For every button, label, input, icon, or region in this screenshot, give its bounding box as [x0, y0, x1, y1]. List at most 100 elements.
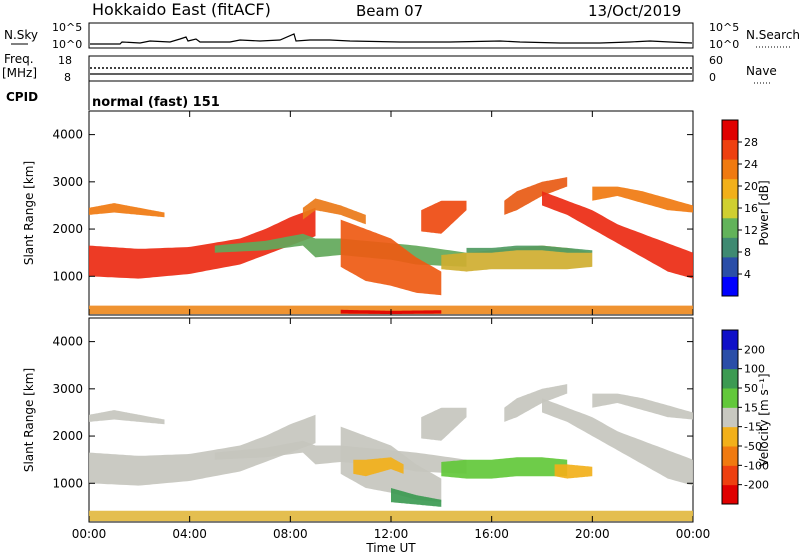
freq-strip: Freq. [MHz] 18 8 60 0 Nave	[2, 52, 777, 84]
echo-band	[466, 245, 593, 253]
x-tick-label: 20:00	[575, 527, 610, 541]
nsearch-label: N.Search	[746, 28, 800, 42]
colorbar-swatch	[722, 368, 738, 389]
colorbar-tick-label: -100	[744, 459, 769, 472]
colorbar-swatch	[722, 349, 738, 370]
freq-tick-high: 18	[58, 54, 72, 67]
y-tick-label: 2000	[52, 222, 83, 236]
power-colorbar: 28 24 20 16 12 8 4	[721, 119, 758, 297]
power-heatmap	[89, 177, 693, 315]
echo-band	[89, 207, 316, 279]
velocity-ylabel: Slant Range [km]	[22, 368, 36, 472]
colorbar-tick-label: 16	[744, 202, 758, 215]
nave-label: Nave	[746, 64, 777, 78]
colorbar-swatch	[722, 178, 738, 199]
echo-band	[89, 203, 165, 218]
power-ylabel: Slant Range [km]	[22, 161, 36, 265]
colorbar-tick-label: 8	[744, 246, 751, 259]
colorbar-swatch	[722, 330, 738, 350]
colorbar-swatch	[722, 217, 738, 238]
x-tick-label: 00:00	[72, 527, 107, 541]
nsky-label: N.Sky	[4, 28, 38, 42]
cpid-value: normal (fast) 151	[92, 95, 220, 110]
y-tick-label: 4000	[52, 335, 83, 349]
velocity-colorbar: 200 100 50 15 -15 -50 -100 -200	[721, 329, 769, 505]
colorbar-swatch	[722, 120, 738, 141]
velocity-colorbar-label: Velocity [m s⁻¹]	[757, 373, 771, 466]
colorbar-swatch	[722, 465, 738, 486]
echo-band	[89, 510, 693, 522]
cpid-label: CPID	[6, 90, 38, 104]
echo-band	[592, 186, 693, 213]
colorbar-tick-label: 12	[744, 224, 758, 237]
x-tick-label: 16:00	[474, 527, 509, 541]
colorbar-swatch	[722, 237, 738, 258]
nsearch-tick-high: 10^5	[709, 21, 739, 34]
nave-tick-high: 60	[709, 54, 723, 67]
colorbar-swatch	[722, 276, 738, 297]
y-tick-label: 1000	[52, 476, 83, 490]
colorbar-tick-label: 15	[744, 401, 758, 414]
x-tick-label: 12:00	[374, 527, 409, 541]
nsky-strip: N.Sky 10^5 10^0 10^5 10^0 N.Search	[4, 21, 800, 51]
echo-band	[421, 407, 467, 441]
y-tick-label: 3000	[52, 175, 83, 189]
colorbar-frame	[721, 329, 739, 505]
colorbar-swatch	[722, 159, 738, 180]
echo-band	[542, 191, 693, 279]
freq-unit: [MHz]	[2, 66, 37, 80]
freq-tick-low: 8	[64, 71, 71, 84]
colorbar-tick-label: 20	[744, 180, 758, 193]
axes: 4000 3000 2000 1000 4000 3000 2000 1000 00:00 04:…	[52, 111, 710, 541]
echo-band	[592, 393, 693, 420]
nsky-tick-low: 10^0	[52, 38, 82, 51]
colorbar-tick-label: 50	[744, 382, 758, 395]
x-tick-label: 04:00	[172, 527, 207, 541]
colorbar-tick-label: -15	[744, 421, 762, 434]
echo-band	[89, 410, 165, 425]
colorbar-swatch	[722, 426, 738, 447]
y-tick-label: 4000	[52, 128, 83, 142]
beam-label: Beam 07	[356, 2, 423, 20]
colorbar-swatch	[722, 446, 738, 466]
echo-band	[89, 414, 316, 486]
nsky-trace	[90, 33, 693, 45]
velocity-heatmap	[89, 384, 693, 522]
colorbar-swatch	[722, 388, 738, 408]
x-tick-label: 08:00	[273, 527, 308, 541]
colorbar-tick-label: 100	[744, 363, 765, 376]
echo-band	[554, 464, 593, 479]
colorbar-tick-label: 200	[744, 343, 765, 356]
colorbar-tick-label: -200	[744, 479, 769, 492]
colorbar-tick-label: -50	[744, 440, 762, 453]
echo-band	[421, 200, 467, 234]
colorbar-swatch	[722, 139, 738, 160]
echo-band	[353, 457, 404, 477]
freq-label: Freq.	[4, 52, 34, 66]
echo-band	[302, 198, 366, 225]
x-axis-label: Time UT	[365, 541, 416, 554]
echo-band	[504, 384, 568, 422]
echo-band	[441, 457, 568, 479]
nave-tick-low: 0	[709, 71, 716, 84]
colorbar-swatch	[722, 198, 738, 219]
date-label: 13/Oct/2019	[588, 2, 681, 20]
echo-band	[504, 177, 568, 215]
colorbar-swatch	[722, 484, 738, 505]
echo-band	[340, 219, 442, 296]
y-tick-label: 2000	[52, 429, 83, 443]
nsky-tick-high: 10^5	[52, 21, 82, 34]
echo-band	[391, 488, 442, 507]
nsearch-tick-low: 10^0	[709, 38, 739, 51]
plot-title: Hokkaido East (fitACF)	[92, 0, 271, 19]
colorbar-swatch	[722, 256, 738, 277]
power-colorbar-label: Power [dB]	[757, 180, 771, 245]
x-tick-label: 00:00	[676, 527, 711, 541]
echo-band	[542, 398, 693, 486]
y-tick-label: 3000	[52, 382, 83, 396]
y-tick-label: 1000	[52, 269, 83, 283]
colorbar-swatch	[722, 407, 738, 428]
colorbar-tick-label: 4	[744, 268, 751, 281]
colorbar-tick-label: 28	[744, 136, 758, 149]
